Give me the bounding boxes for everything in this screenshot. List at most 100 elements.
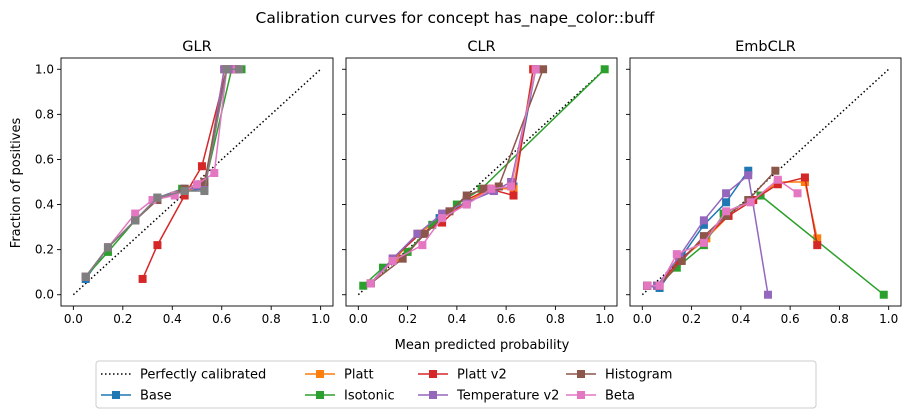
legend-marker <box>577 391 585 399</box>
legend-marker <box>577 370 585 378</box>
x-tick-label: 0.8 <box>546 312 565 326</box>
point-gray <box>153 193 162 202</box>
legend-entry-beta: Beta <box>566 389 635 404</box>
point-beta <box>418 241 427 250</box>
x-tick-label: 0.0 <box>633 312 652 326</box>
point-histogram <box>445 207 454 216</box>
x-tick-label: 1.0 <box>595 312 614 326</box>
series-line-beta <box>370 69 537 285</box>
legend: Perfectly calibrated Base Platt Isotonic Pla… <box>95 360 817 409</box>
point-beta <box>210 168 219 177</box>
panel-clr: CLR 0.0 0.2 0.4 0.6 0.8 1.0 <box>342 39 618 326</box>
point-platt-v2 <box>197 162 206 171</box>
series-histogram <box>366 65 548 288</box>
x-tick-label: 0.6 <box>781 312 800 326</box>
y-tick-label: 1.0 <box>35 62 54 76</box>
point-histogram <box>771 166 780 175</box>
series-beta <box>366 65 540 288</box>
point-temperature-v2 <box>507 178 516 186</box>
point-beta <box>438 214 447 223</box>
point-temperature-v2 <box>699 216 708 225</box>
legend-label: Isotonic <box>344 389 395 404</box>
y-tick-label: 0.0 <box>35 288 54 302</box>
point-temperature-v2 <box>438 209 447 218</box>
x-tick-label: 0.6 <box>497 312 516 326</box>
legend-frame <box>95 360 817 409</box>
legend-entry-platt: Platt <box>305 368 374 383</box>
series-line-beta <box>647 178 798 287</box>
axes-frame <box>60 57 334 307</box>
series-line-base <box>370 69 537 285</box>
point-histogram <box>479 184 488 193</box>
point-beta <box>507 182 516 191</box>
legend-entry-isotonic: Isotonic <box>305 389 395 404</box>
legend-entry-platt-v2: Platt v2 <box>418 368 507 383</box>
axes-frame <box>629 57 902 307</box>
point-isotonic <box>103 247 112 256</box>
legend-label: Histogram <box>605 368 672 383</box>
point-histogram <box>677 256 686 265</box>
point-beta <box>170 191 179 200</box>
point-beta <box>366 279 375 288</box>
y-tick-label: 0.8 <box>35 107 54 121</box>
point-temperature-v2 <box>722 189 731 198</box>
x-tick-label: 0.2 <box>113 312 132 326</box>
panel-title-embclr: EmbCLR <box>735 39 796 55</box>
point-beta <box>773 175 782 184</box>
point-platt-v2 <box>509 191 518 200</box>
series-beta <box>643 175 802 290</box>
point-histogram <box>539 65 548 74</box>
x-tick-label: 0.4 <box>447 312 466 326</box>
point-isotonic <box>672 263 681 272</box>
point-beta <box>722 207 731 216</box>
legend-marker <box>112 391 120 399</box>
panel-title-clr: CLR <box>467 39 495 55</box>
point-platt <box>800 178 809 186</box>
point-beta <box>643 281 652 290</box>
legend-entry-base: Base <box>101 389 172 404</box>
panel-title-glr: GLR <box>182 39 211 55</box>
point-platt-v2 <box>438 218 447 227</box>
point-histogram <box>420 229 429 238</box>
series-line-platt-v2 <box>370 69 534 285</box>
point-base <box>722 198 731 207</box>
panel-embclr: EmbCLR 0.0 0.2 0.4 0.6 0.8 1.0 <box>626 39 902 326</box>
point-platt-v2 <box>800 173 809 182</box>
point-histogram <box>722 211 731 220</box>
point-beta <box>462 200 471 209</box>
y-axis-label: Fraction of positives <box>9 118 24 249</box>
series-line-temperature-v2 <box>370 69 537 285</box>
x-tick-label: 0.2 <box>398 312 417 326</box>
x-tick-label: 0.4 <box>163 312 182 326</box>
series-line-gray <box>85 68 239 278</box>
point-beta <box>131 209 140 218</box>
x-tick-label: 1.0 <box>311 312 330 326</box>
point-beta <box>746 198 755 207</box>
point-histogram <box>398 254 407 263</box>
point-platt-v2 <box>180 191 189 200</box>
point-isotonic <box>600 65 609 74</box>
x-axis-label: Mean predicted probability <box>395 338 570 353</box>
point-isotonic <box>428 220 437 229</box>
x-tick-label: 0.4 <box>731 312 750 326</box>
point-histogram <box>462 191 471 200</box>
point-gray <box>81 272 90 281</box>
point-platt-v2 <box>138 274 147 283</box>
legend-marker <box>316 391 324 399</box>
point-gray <box>131 216 140 225</box>
x-tick-label: 0.0 <box>349 312 368 326</box>
point-gray <box>180 187 189 196</box>
x-tick-label: 0.6 <box>212 312 231 326</box>
legend-label: Beta <box>605 389 635 404</box>
point-platt-v2 <box>813 241 822 250</box>
legend-label: Perfectly calibrated <box>140 368 266 383</box>
point-histogram <box>494 182 503 191</box>
point-beta <box>793 189 802 198</box>
point-base <box>744 166 753 175</box>
series-histogram <box>643 166 780 290</box>
axes-frame <box>345 57 618 307</box>
figure-title: Calibration curves for concept has_nape_… <box>256 9 655 28</box>
legend-entry-histogram: Histogram <box>566 368 672 383</box>
legend-entry-perfectly-calibrated: Perfectly calibrated <box>101 368 266 383</box>
